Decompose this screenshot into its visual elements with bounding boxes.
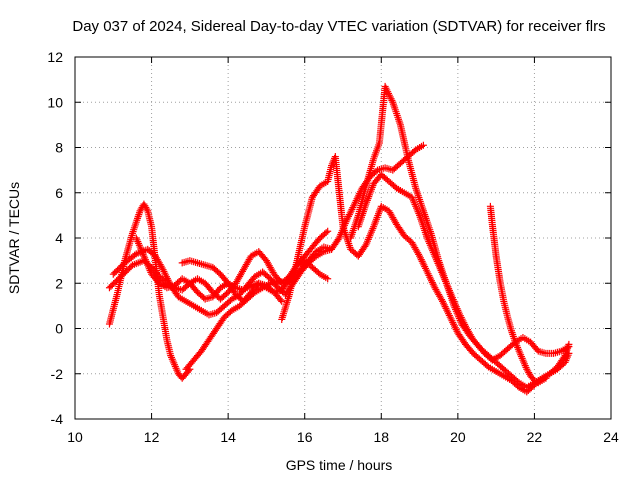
data-point xyxy=(565,343,573,351)
x-tick-label: 16 xyxy=(297,429,313,445)
x-tick-label: 24 xyxy=(603,429,619,445)
data-point xyxy=(324,227,332,235)
x-tick-label: 20 xyxy=(450,429,466,445)
data-point-interp xyxy=(276,296,284,304)
y-axis-title: SDTVAR / TECUs xyxy=(6,182,22,294)
data-point xyxy=(419,141,427,149)
y-tick-label: -2 xyxy=(51,366,64,382)
data-point-interp xyxy=(131,251,139,259)
chart-title: Day 037 of 2024, Sidereal Day-to-day VTE… xyxy=(72,18,605,35)
y-tick-label: 6 xyxy=(55,185,63,201)
data-point xyxy=(542,374,550,382)
x-tick-label: 18 xyxy=(373,429,389,445)
data-points xyxy=(105,82,573,396)
series-track-10 xyxy=(132,234,286,305)
series-track-8 xyxy=(347,82,573,364)
x-tick-label: 12 xyxy=(144,429,160,445)
data-point xyxy=(324,275,332,283)
grid xyxy=(75,57,611,419)
data-point-interp xyxy=(143,205,151,213)
y-tick-label: 8 xyxy=(55,140,63,156)
y-tick-label: 4 xyxy=(55,230,63,246)
x-tick-label: 22 xyxy=(527,429,543,445)
y-tick-label: 0 xyxy=(55,321,63,337)
x-axis-title: GPS time / hours xyxy=(286,457,393,473)
x-tick-label: 14 xyxy=(220,429,236,445)
series-track-9 xyxy=(486,202,550,387)
y-tick-label: 2 xyxy=(55,275,63,291)
data-point-interp xyxy=(560,353,568,361)
y-tick-label: 12 xyxy=(47,49,63,65)
data-point xyxy=(278,297,286,305)
data-point-interp xyxy=(322,229,330,237)
y-tick-label: -4 xyxy=(51,411,64,427)
series-track-7 xyxy=(354,171,573,391)
y-tick-label: 10 xyxy=(47,94,63,110)
x-tick-label: 10 xyxy=(67,429,83,445)
